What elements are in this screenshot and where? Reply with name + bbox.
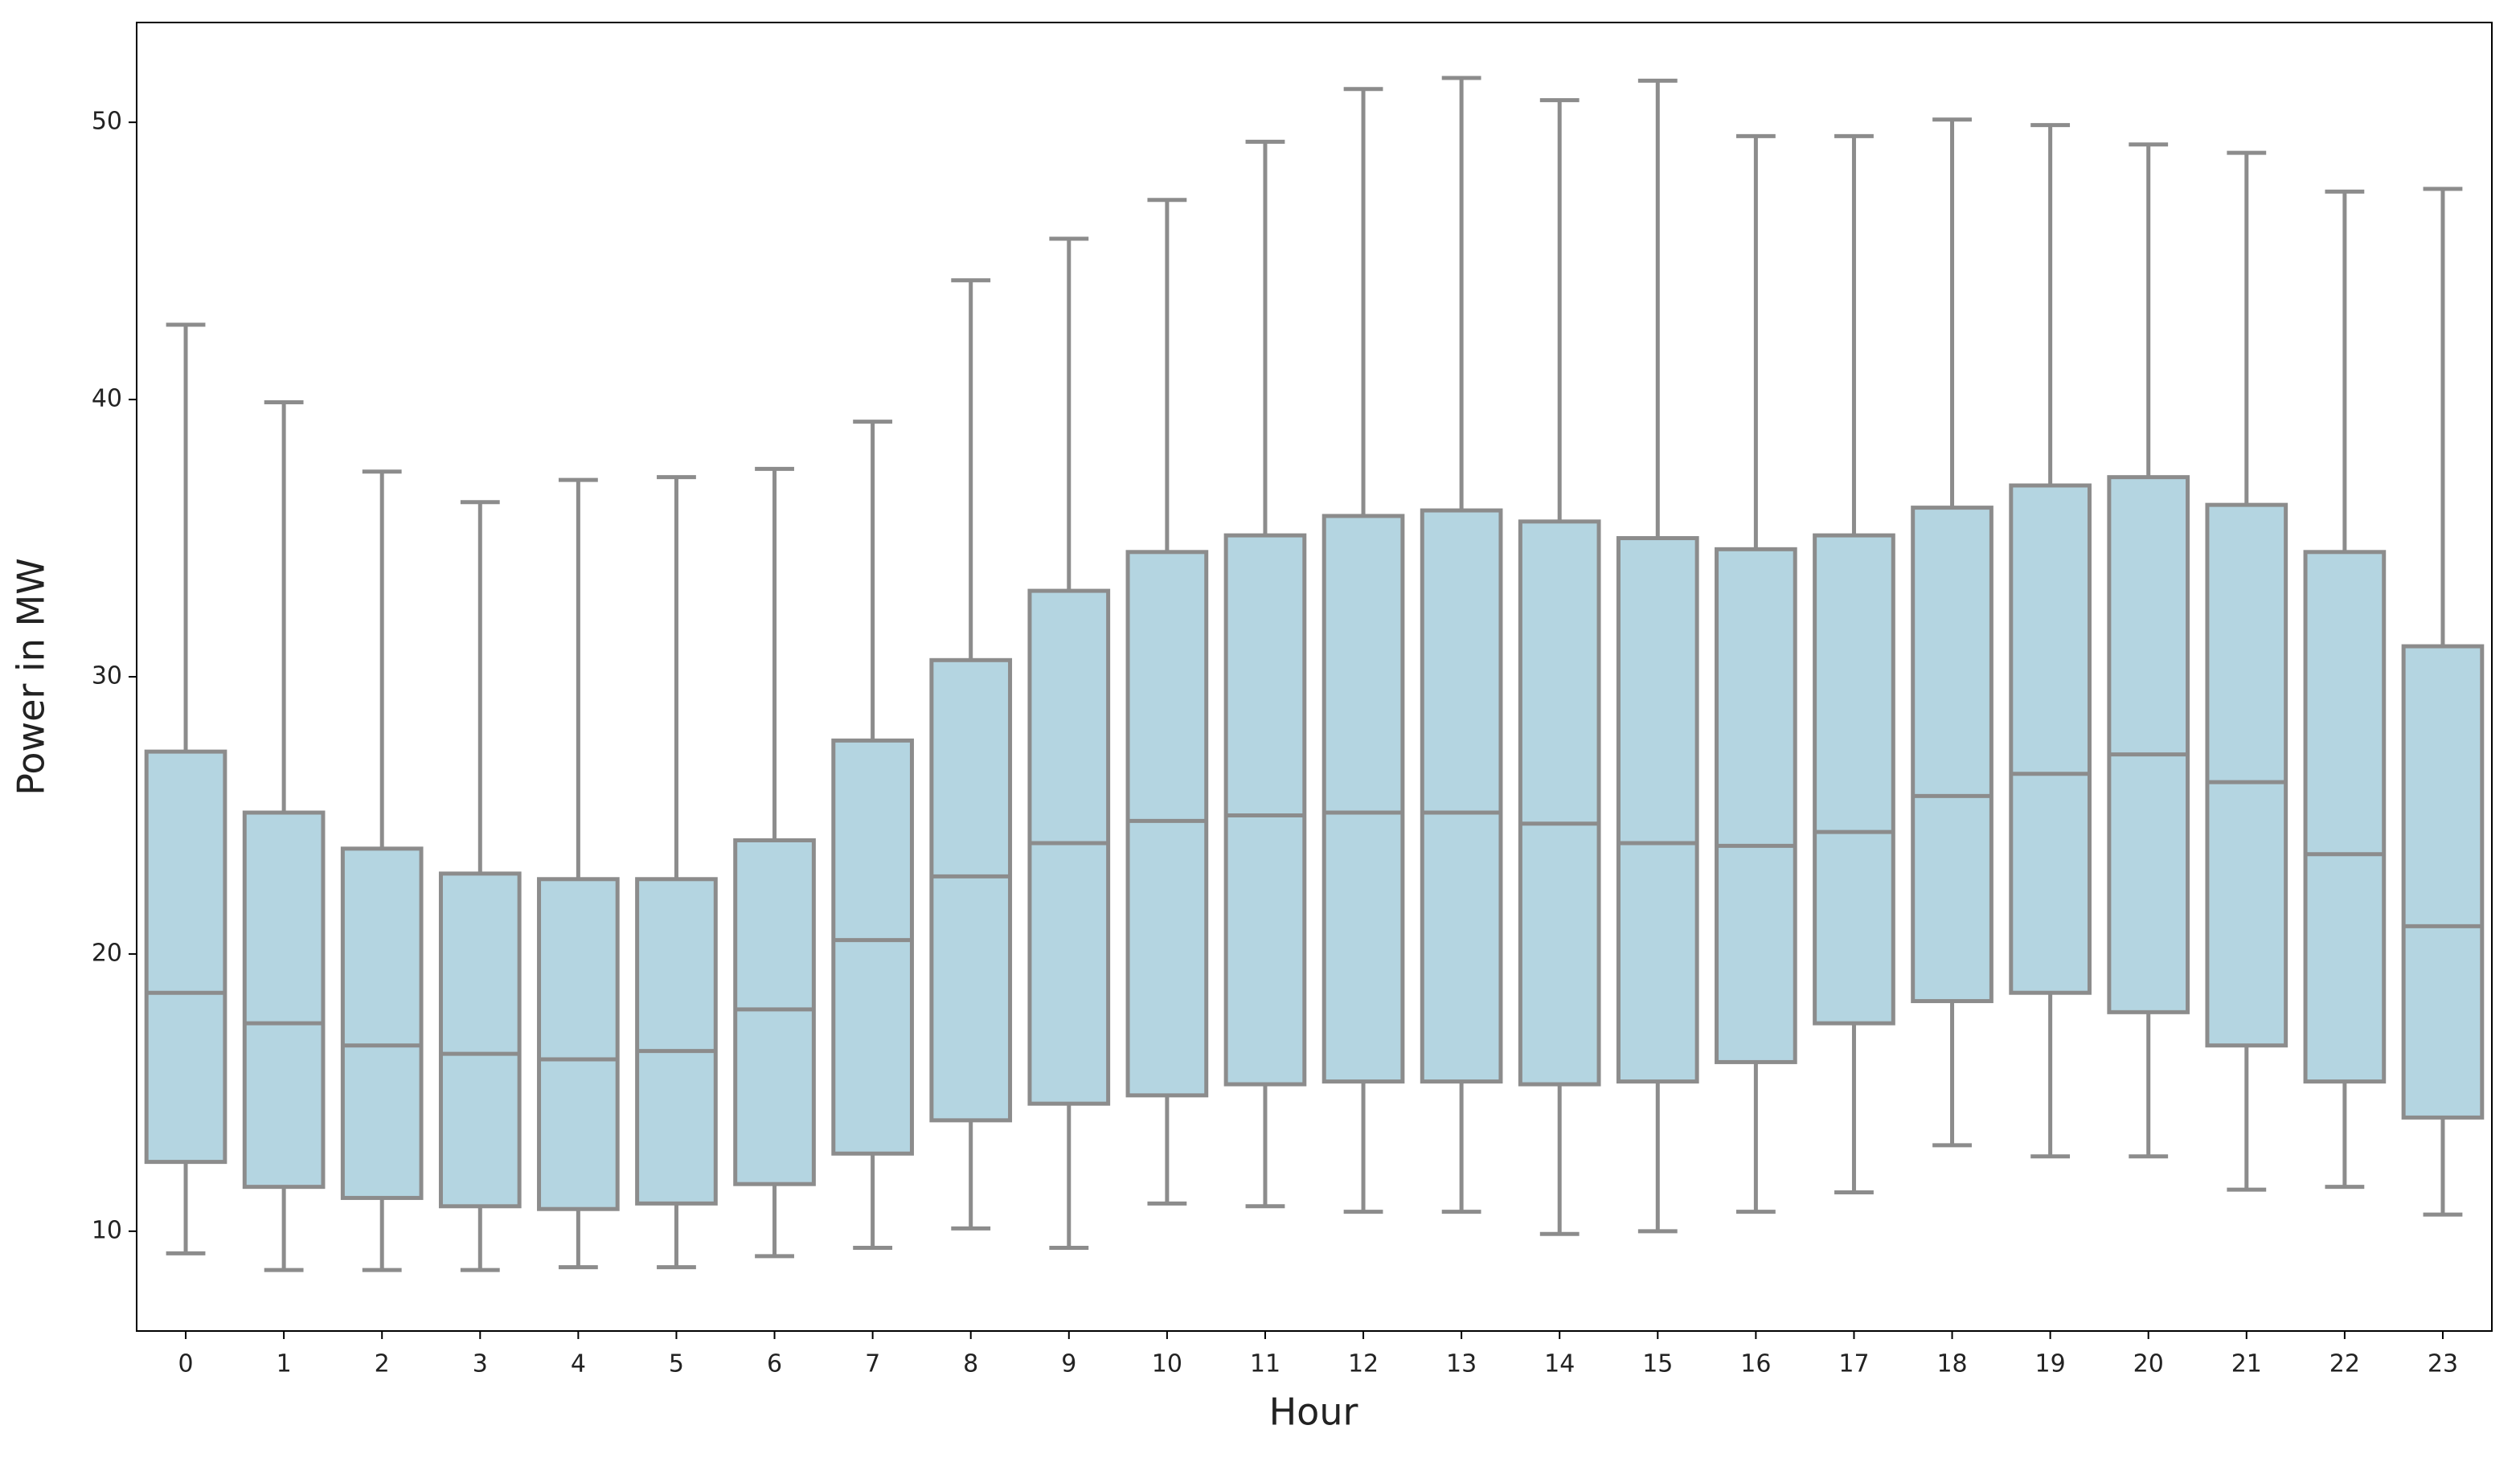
box xyxy=(733,838,816,1186)
box xyxy=(340,846,424,1200)
box xyxy=(635,877,718,1206)
box xyxy=(929,657,1013,1123)
box xyxy=(1911,506,1993,1004)
x-tick-label: 10 xyxy=(1152,1350,1182,1378)
y-axis-label: Power in MW xyxy=(10,558,53,795)
x-tick-label: 11 xyxy=(1250,1350,1280,1378)
box xyxy=(2205,502,2288,1048)
x-axis-label: Hour xyxy=(1269,1390,1358,1434)
y-tick-label: 10 xyxy=(92,1216,122,1244)
x-tick-label: 22 xyxy=(2329,1350,2360,1378)
x-tick-label: 16 xyxy=(1740,1350,1771,1378)
box xyxy=(1321,514,1405,1084)
box xyxy=(1420,508,1503,1084)
x-tick-label: 8 xyxy=(963,1350,978,1378)
x-tick-label: 21 xyxy=(2231,1350,2262,1378)
x-tick-label: 23 xyxy=(2428,1350,2458,1378)
box xyxy=(1715,547,1797,1064)
x-tick-label: 0 xyxy=(178,1350,193,1378)
box xyxy=(2401,644,2485,1120)
box xyxy=(831,738,914,1156)
x-tick-label: 1 xyxy=(277,1350,292,1378)
x-tick-label: 9 xyxy=(1061,1350,1076,1378)
box xyxy=(242,810,326,1190)
x-tick-label: 6 xyxy=(767,1350,782,1378)
box xyxy=(144,749,227,1165)
x-tick-label: 17 xyxy=(1838,1350,1869,1378)
x-tick-label: 2 xyxy=(375,1350,390,1378)
box xyxy=(2009,483,2092,995)
y-tick-label: 50 xyxy=(92,108,122,136)
x-tick-label: 19 xyxy=(2035,1350,2066,1378)
plot-frame xyxy=(136,22,2493,1332)
x-tick-label: 12 xyxy=(1348,1350,1379,1378)
x-tick-label: 7 xyxy=(865,1350,880,1378)
box xyxy=(1518,519,1601,1087)
box xyxy=(2107,475,2190,1014)
box xyxy=(1813,533,1895,1026)
box xyxy=(2303,550,2387,1084)
x-tick-label: 3 xyxy=(473,1350,488,1378)
x-tick-label: 20 xyxy=(2133,1350,2164,1378)
box xyxy=(537,877,620,1211)
x-tick-label: 18 xyxy=(1936,1350,1967,1378)
box xyxy=(1223,533,1307,1087)
box xyxy=(1027,588,1111,1106)
y-tick-label: 40 xyxy=(92,385,122,413)
x-tick-label: 15 xyxy=(1642,1350,1673,1378)
x-tick-label: 5 xyxy=(669,1350,684,1378)
box xyxy=(1616,536,1699,1084)
y-tick-label: 20 xyxy=(92,939,122,967)
box xyxy=(1125,550,1209,1098)
y-tick-label: 30 xyxy=(92,662,122,690)
x-tick-label: 14 xyxy=(1544,1350,1575,1378)
x-tick-label: 13 xyxy=(1446,1350,1477,1378)
box xyxy=(438,871,522,1209)
x-tick-label: 4 xyxy=(571,1350,586,1378)
